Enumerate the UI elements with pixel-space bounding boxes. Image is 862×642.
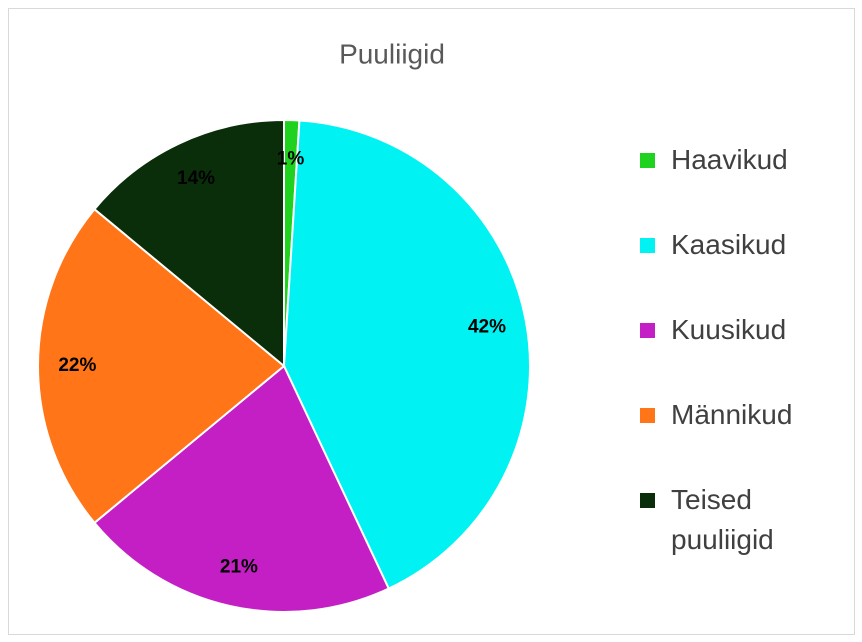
legend-swatch — [640, 493, 655, 508]
data-label: 42% — [468, 316, 506, 337]
data-label: 21% — [220, 557, 258, 578]
pie-slice — [37, 207, 286, 525]
legend-item: Kaasikud — [640, 225, 850, 265]
legend-item: Kuusikud — [640, 310, 850, 350]
legend-label: Kaasikud — [671, 229, 787, 260]
legend-swatch — [640, 153, 655, 168]
data-label: 22% — [58, 355, 96, 376]
legend-item: Haavikud — [640, 140, 850, 180]
legend-label: Männikud — [671, 399, 793, 430]
legend-item: Männikud — [640, 395, 850, 435]
legend: Haavikud Kaasikud Kuusikud Männikud Teised p… — [640, 140, 850, 605]
legend-label: Kuusikud — [671, 314, 787, 345]
legend-swatch — [640, 323, 655, 338]
legend-item: Teised puuliigid — [640, 480, 850, 560]
legend-swatch — [640, 238, 655, 253]
pie-slice — [93, 364, 391, 613]
chart-title: Puuliigid — [339, 38, 445, 69]
legend-label: Teised puuliigid — [671, 484, 774, 555]
legend-label: Haavikud — [671, 144, 788, 175]
data-label: 1% — [277, 148, 305, 169]
data-label: 14% — [177, 168, 215, 189]
pie-slice — [282, 119, 531, 590]
legend-swatch — [640, 408, 655, 423]
pie-slice — [93, 118, 285, 369]
